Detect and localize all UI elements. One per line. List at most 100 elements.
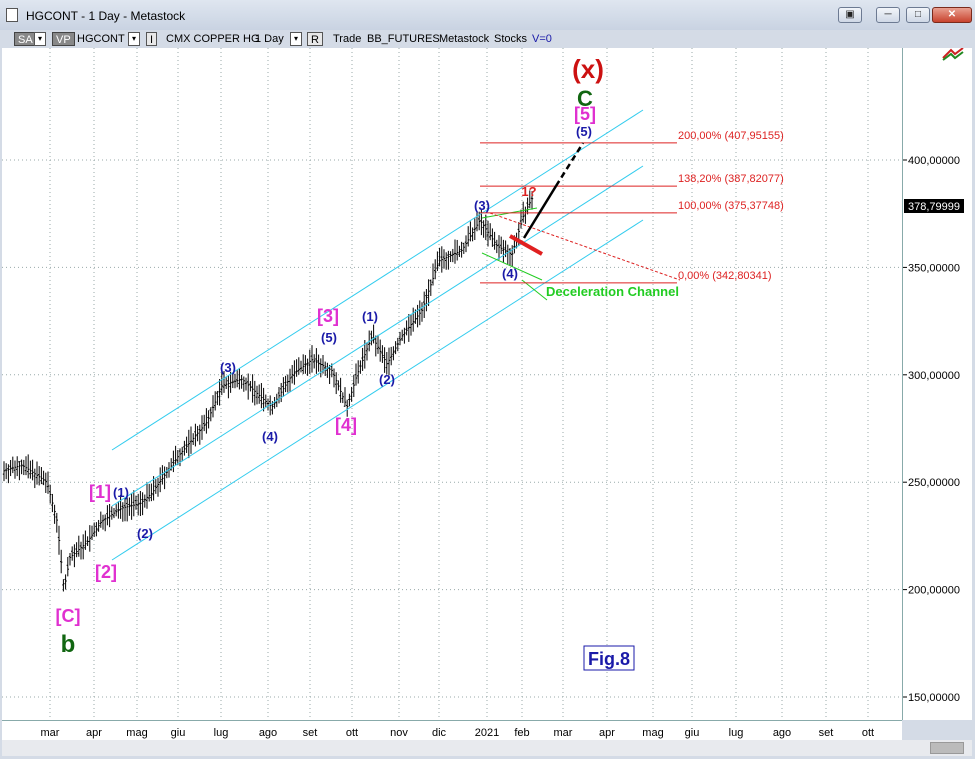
minimize-button[interactable]: ─ <box>876 7 900 23</box>
current-price: 378,79999 <box>908 201 960 213</box>
time-tick-label: ott <box>346 727 358 739</box>
label-C-square: [C] <box>56 606 81 626</box>
document-icon <box>6 8 18 22</box>
candle <box>341 392 344 404</box>
candle <box>112 507 116 519</box>
price-axis[interactable]: 400,00000 350,00000 300,00000 250,00000 200,… <box>902 47 972 720</box>
channel-lower-line <box>111 219 644 561</box>
candle <box>205 408 208 434</box>
candle <box>211 395 215 418</box>
candle <box>394 341 397 355</box>
label-5-mid: (5) <box>321 330 337 345</box>
close-button[interactable]: ✕ <box>932 7 972 23</box>
horizontal-scrollbar[interactable] <box>2 740 972 756</box>
candle <box>95 522 98 537</box>
restore-layout-button[interactable]: ▣ <box>838 7 862 23</box>
decel-lower-line <box>481 252 543 281</box>
candle <box>372 324 375 344</box>
price-tick-label: 200,00000 <box>908 585 960 597</box>
candle <box>522 201 525 223</box>
candle <box>13 460 17 479</box>
candle <box>462 242 465 254</box>
candle <box>194 423 197 447</box>
candle <box>475 210 479 232</box>
chart-grid <box>2 48 902 720</box>
candle <box>473 218 476 241</box>
candle <box>357 360 360 384</box>
candle <box>198 424 201 445</box>
scroll-thumb[interactable] <box>930 742 964 754</box>
candle <box>387 347 391 376</box>
candle <box>343 387 347 407</box>
candle <box>297 357 300 375</box>
candle <box>134 495 138 510</box>
candle <box>348 393 351 407</box>
candle <box>7 464 10 484</box>
candle <box>33 468 36 489</box>
label-b: b <box>61 631 76 658</box>
candle <box>75 542 78 558</box>
label-3-top: (3) <box>474 198 490 213</box>
candle <box>511 245 514 267</box>
candle <box>293 360 296 385</box>
chart-area[interactable]: 200,00% (407,95155) 138,20% (387,82077) 10… <box>2 48 902 720</box>
candle <box>178 448 182 467</box>
candle <box>150 483 153 502</box>
candle <box>40 467 43 485</box>
candle <box>528 190 531 209</box>
candle <box>161 465 164 485</box>
candle <box>253 380 256 406</box>
vp-button[interactable]: VP <box>52 32 75 46</box>
candle <box>192 433 195 445</box>
candle <box>216 390 219 406</box>
candle <box>306 358 309 376</box>
period-dropdown[interactable]: ▾ <box>290 32 302 46</box>
app-label: Metastock <box>439 33 490 45</box>
time-tick-label: 2021 <box>475 727 499 739</box>
fib-label: 100,00% (375,37748) <box>678 200 784 212</box>
sa-dropdown[interactable]: ▾ <box>34 32 46 46</box>
candle <box>159 467 162 493</box>
candle <box>262 387 265 412</box>
time-tick-label: ott <box>862 727 874 739</box>
time-tick-label: giu <box>171 727 186 739</box>
candle <box>451 248 454 263</box>
candle <box>154 479 157 494</box>
candle <box>225 377 228 390</box>
fib-label: 200,00% (407,95155) <box>678 130 784 142</box>
candle <box>361 347 364 371</box>
candle <box>203 414 206 432</box>
candle <box>299 360 303 373</box>
candle <box>49 484 52 504</box>
time-tick-label: mar <box>41 727 60 739</box>
candle <box>447 250 450 270</box>
candle <box>365 342 369 361</box>
candle <box>66 556 69 577</box>
candle <box>418 300 421 326</box>
candle <box>222 371 226 393</box>
candle <box>22 459 25 476</box>
label-4-top: (4) <box>502 266 518 281</box>
candle <box>467 226 470 247</box>
candle <box>183 440 186 456</box>
candle <box>185 436 188 453</box>
candle <box>266 398 270 411</box>
candle <box>482 220 485 238</box>
candle <box>242 376 245 392</box>
candle <box>218 378 221 406</box>
candle <box>288 368 292 392</box>
maximize-button[interactable]: □ <box>906 7 930 23</box>
candle <box>38 466 41 486</box>
time-axis[interactable]: mar apr mag giu lug ago set ott nov dic 2021 feb mar… <box>2 720 902 740</box>
symbol-dropdown[interactable]: ▾ <box>128 32 140 46</box>
candle <box>207 410 210 429</box>
symbol-label: HGCONT <box>77 33 125 45</box>
candle <box>436 251 439 271</box>
candle <box>88 525 91 552</box>
candle <box>229 371 232 393</box>
i-button[interactable]: I <box>146 32 158 46</box>
candle <box>84 530 87 550</box>
price-tick-label: 250,00000 <box>908 477 960 489</box>
candle <box>236 370 239 388</box>
r-button[interactable]: R <box>307 32 323 46</box>
